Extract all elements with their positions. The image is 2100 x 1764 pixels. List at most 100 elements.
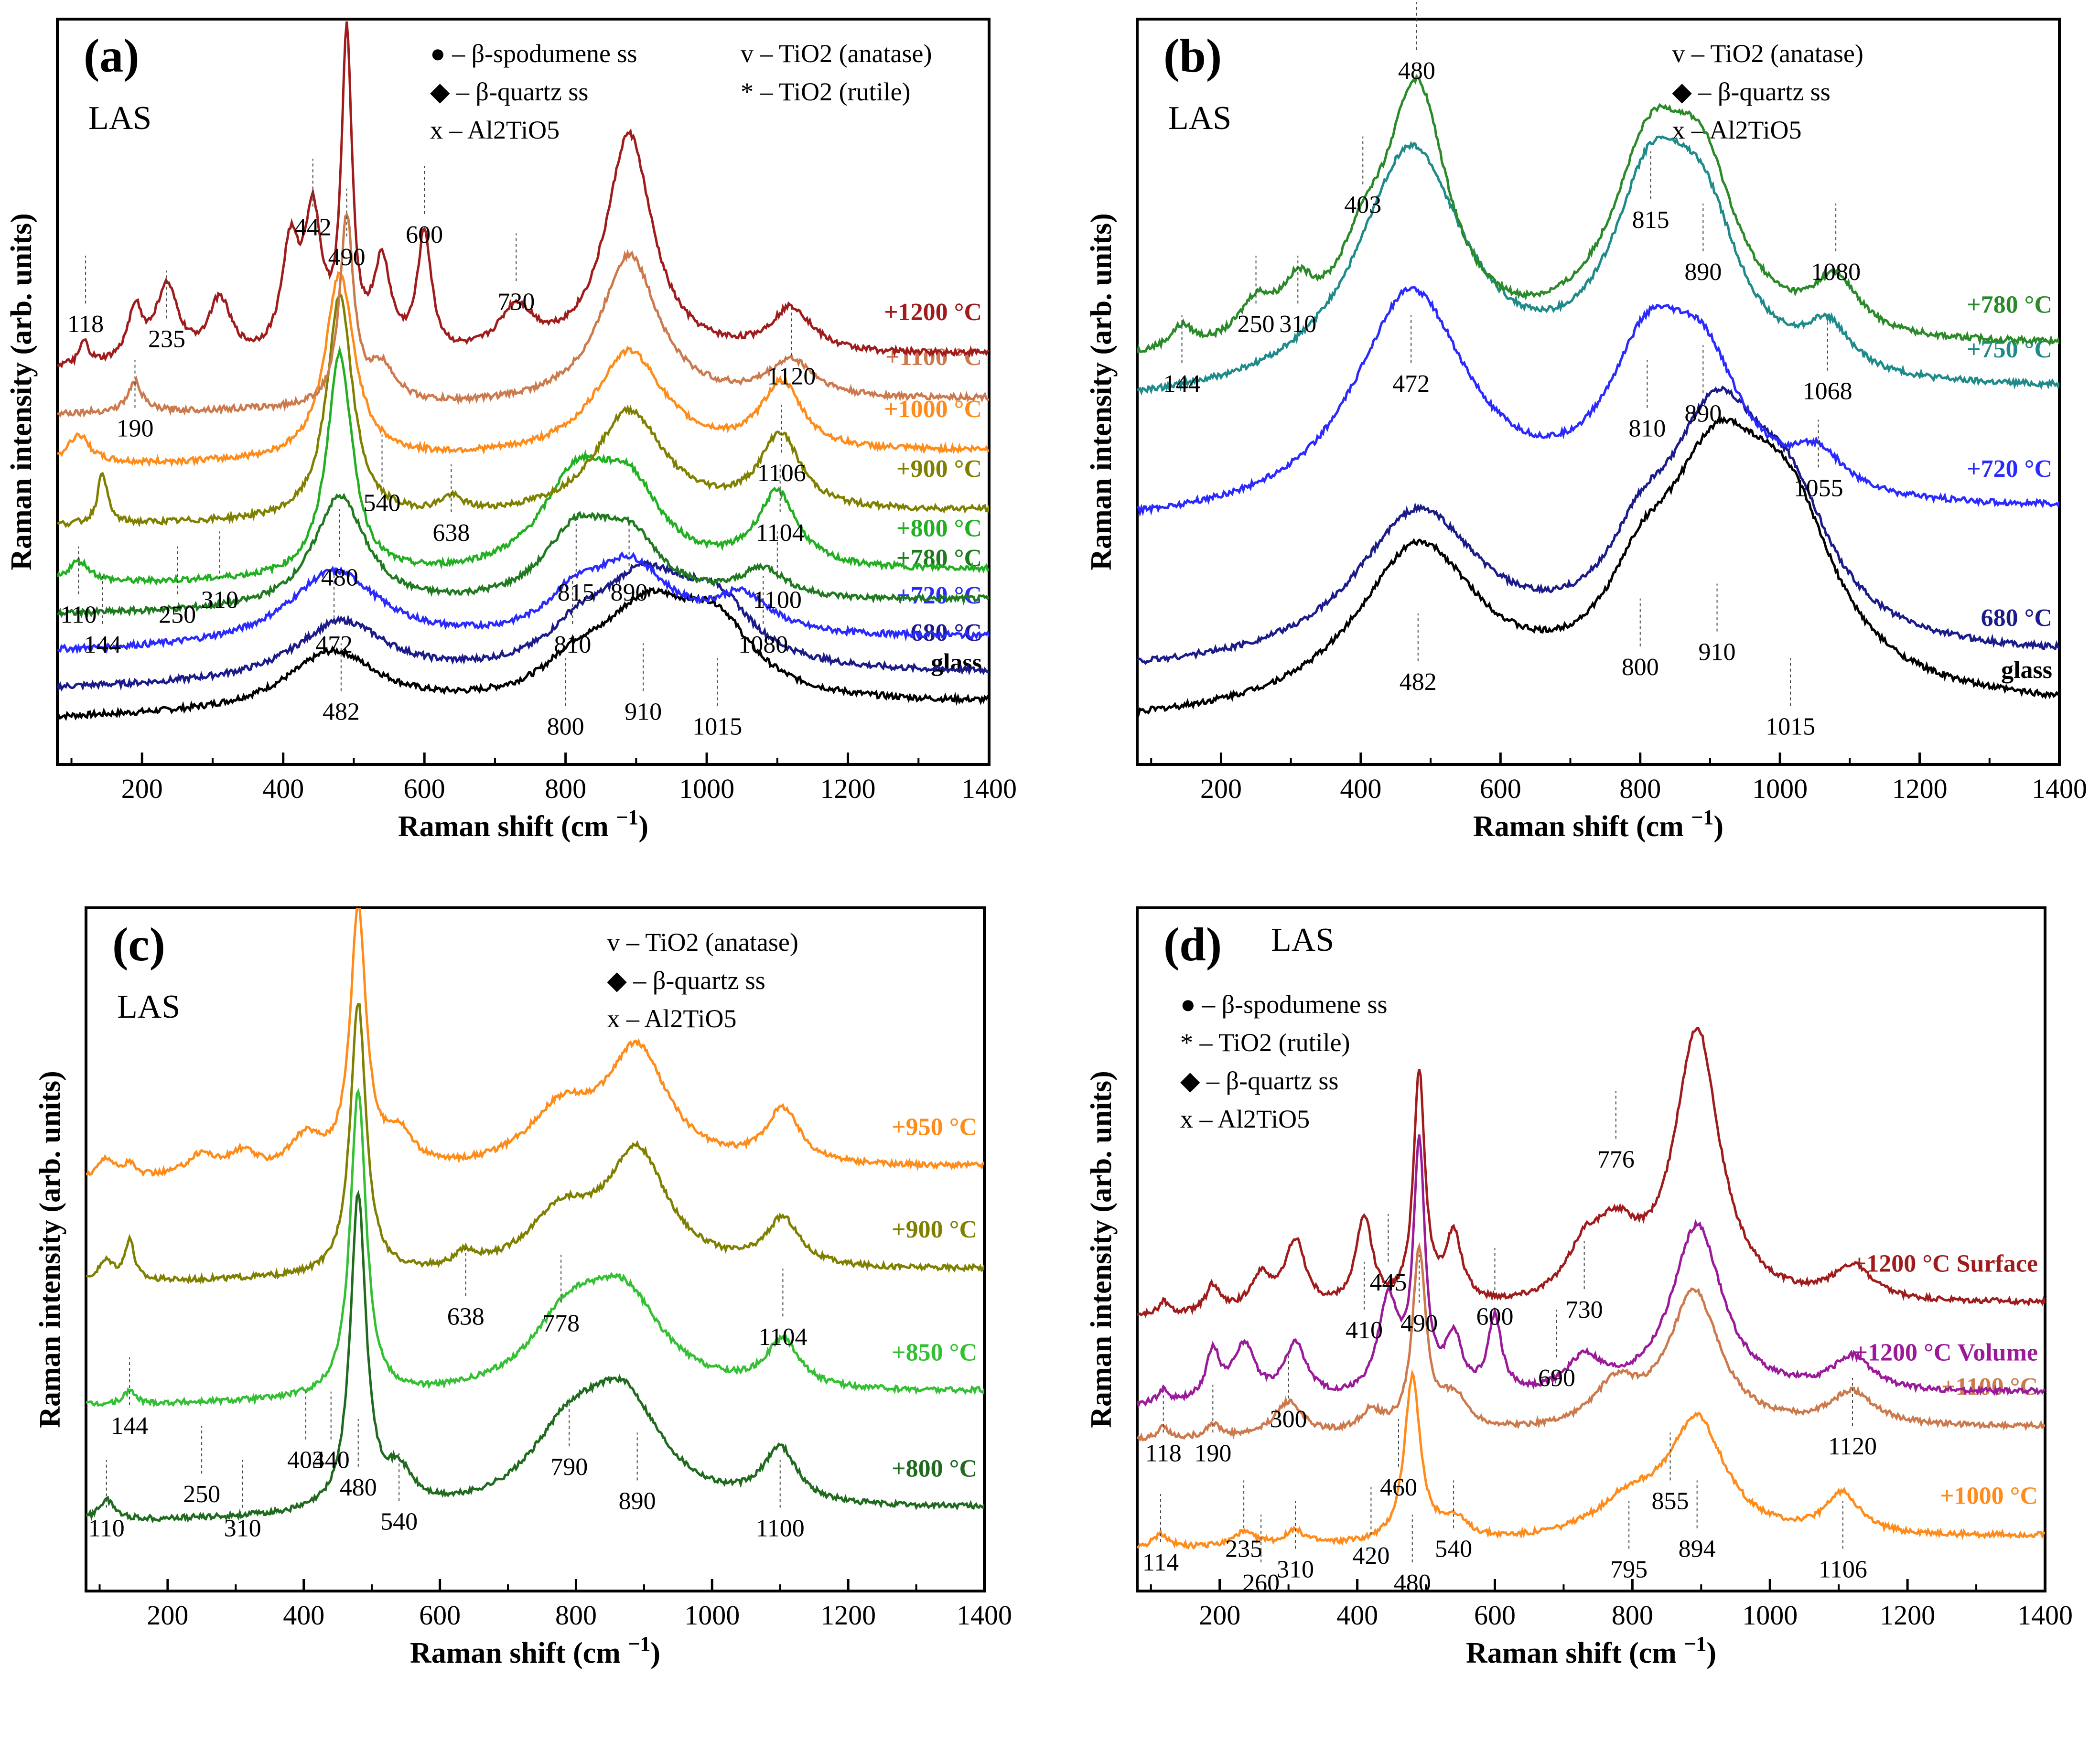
peak-label: 482 (1400, 668, 1437, 696)
panel-label: (a) (84, 29, 140, 82)
peak-label: 778 (542, 1310, 580, 1337)
peak-label: 144 (111, 1412, 148, 1440)
x-axis-label: Raman shift (cm −1) (1466, 1632, 1716, 1669)
series-label: +1200 °C (884, 299, 982, 326)
series-label: +1000 °C (1940, 1483, 2038, 1510)
peak-label: 118 (1145, 1440, 1182, 1467)
legend-entry: * – TiO2 (rutile) (1180, 1028, 1350, 1057)
series-label: +900 °C (896, 455, 982, 483)
legend-entry: ◆ – β-quartz ss (607, 966, 765, 995)
x-tick-label: 600 (1474, 1600, 1516, 1631)
x-tick-label: 800 (555, 1600, 597, 1631)
peak-label: 890 (611, 579, 648, 606)
y-axis-label: Raman intensity (arb. units) (1085, 213, 1118, 570)
x-tick-label: 1400 (2032, 773, 2087, 804)
peak-label: 800 (1622, 654, 1659, 681)
peak-label: 490 (1400, 1310, 1438, 1337)
peak-label: 1106 (757, 460, 806, 487)
peak-label: 1104 (756, 519, 805, 547)
peak-label: 114 (1142, 1549, 1179, 1576)
series-line (86, 1002, 984, 1285)
plot-frame (1136, 18, 2061, 766)
sample-label: LAS (117, 989, 180, 1025)
peak-label: 540 (380, 1508, 418, 1535)
legend-entry: ● – β-spodumene ss (430, 39, 637, 68)
legend-entry: ◆ – β-quartz ss (1180, 1066, 1338, 1095)
peak-label: 260 (1242, 1570, 1280, 1597)
peak-label: 776 (1597, 1146, 1635, 1173)
series-label: +780 °C (1967, 291, 2052, 319)
series-label: +1100 °C (885, 344, 982, 371)
peak-label: 1055 (1794, 474, 1843, 502)
x-tick-label: 600 (1480, 773, 1521, 804)
peak-label: 1100 (756, 1515, 805, 1542)
peak-label: 310 (224, 1515, 261, 1542)
peak-label: 480 (321, 564, 358, 592)
legend-entry: x – Al2TiO5 (607, 1004, 736, 1033)
peak-label: 490 (328, 244, 366, 271)
x-axis-label: Raman shift (cm −1) (410, 1632, 660, 1669)
series-line (1137, 1369, 2045, 1550)
peak-label: 310 (201, 586, 238, 613)
x-tick-label: 600 (419, 1600, 461, 1631)
peak-label: 810 (1628, 415, 1666, 442)
legend-entry: * – TiO2 (rutile) (741, 77, 911, 106)
panel-label: (b) (1163, 29, 1222, 82)
panel-0: 200 400 600 800 1000 1200 1400 Raman shift (cm … (5, 18, 1017, 843)
series-label: +1200 °C Volume (1853, 1339, 2038, 1366)
peak-label: 1015 (1766, 713, 1815, 741)
x-tick-label: 800 (1619, 773, 1661, 804)
series-label: glass (2001, 656, 2052, 684)
plot-frame (1136, 906, 2046, 1592)
series-line (1137, 286, 2059, 517)
x-tick-label: 400 (262, 773, 304, 804)
peak-label: 1106 (1819, 1556, 1867, 1583)
x-tick-label: 1000 (679, 773, 734, 804)
series-line (1137, 1134, 2045, 1409)
legend-entry: x – Al2TiO5 (1180, 1105, 1310, 1133)
peak-label: 890 (1684, 400, 1722, 427)
peak-label: 890 (1684, 258, 1722, 286)
peak-label: 730 (497, 288, 535, 315)
peak-label: 480 (1398, 57, 1435, 85)
x-tick-label: 1400 (2017, 1600, 2073, 1631)
peak-label: 1120 (767, 363, 816, 390)
peak-label: 190 (117, 415, 154, 442)
peak-label: 910 (625, 698, 662, 725)
legend-entry: ◆ – β-quartz ss (430, 77, 588, 106)
series-label: 680 °C (1981, 604, 2052, 632)
x-tick-label: 1400 (961, 773, 1017, 804)
x-tick-label: 1000 (1742, 1600, 1798, 1631)
peak-label: 730 (1566, 1296, 1603, 1323)
peak-label: 1100 (753, 586, 802, 613)
series-line (57, 292, 989, 528)
series-label: +1100 °C (1941, 1373, 2038, 1400)
x-tick-label: 200 (147, 1600, 188, 1631)
peak-label: 250 (183, 1481, 220, 1508)
peak-label: 600 (1476, 1303, 1513, 1330)
series-label: +1200 °C Surface (1852, 1250, 2038, 1278)
peak-label: 118 (67, 311, 104, 338)
series-line (1137, 135, 2059, 396)
peak-label: 1080 (738, 631, 788, 658)
x-tick-label: 1000 (684, 1600, 740, 1631)
peak-label: 810 (554, 631, 591, 658)
series-label: +850 °C (892, 1339, 977, 1366)
peak-label: 403 (1344, 192, 1381, 219)
peak-label: 445 (1369, 1269, 1407, 1296)
peak-label: 440 (312, 1447, 350, 1474)
peak-label: 190 (1194, 1440, 1231, 1467)
series-line (57, 345, 989, 586)
peak-label: 815 (1632, 206, 1669, 234)
series-label: +900 °C (892, 1216, 977, 1243)
peak-label: 310 (1277, 1556, 1314, 1583)
series-line (86, 908, 984, 1177)
peak-label: 410 (1346, 1317, 1383, 1344)
x-tick-label: 1200 (820, 1600, 876, 1631)
series-line (86, 1088, 984, 1408)
peak-label: 600 (406, 221, 443, 248)
x-tick-label: 600 (404, 773, 445, 804)
legend-entry: v – TiO2 (anatase) (1672, 39, 1863, 68)
series-line (57, 21, 989, 368)
peak-label: 420 (1352, 1542, 1389, 1570)
